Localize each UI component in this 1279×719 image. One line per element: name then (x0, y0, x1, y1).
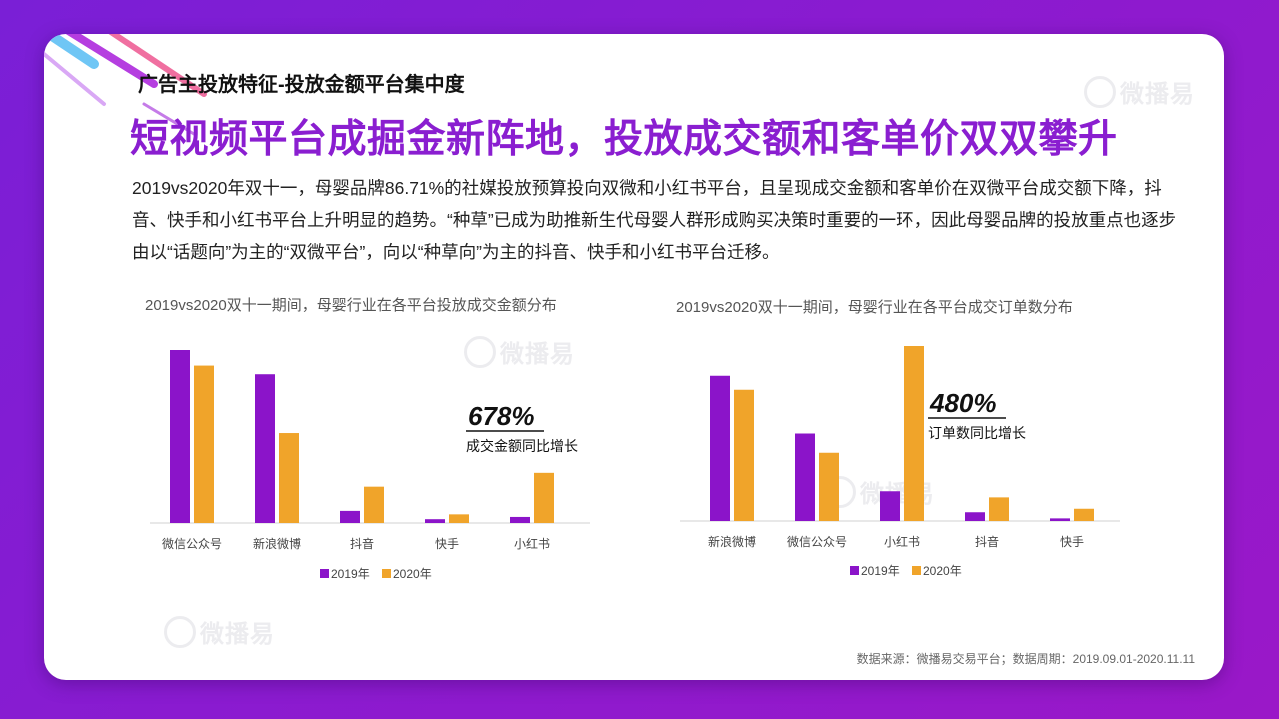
bar-2020-0 (734, 389, 754, 521)
page-title: 短视频平台成掘金新阵地，投放成交额和客单价双双攀升 (130, 118, 1118, 161)
x-tick-label: 快手 (435, 537, 459, 551)
chart-amount: 微信公众号 新浪微博 抖音 快手 小红书 678% 成交金额同比增长 2019年 2020年 (150, 350, 590, 581)
x-tick-label: 小红书 (514, 536, 550, 551)
bar-2020-4 (1074, 508, 1094, 521)
bar-2020-3 (449, 514, 469, 523)
legend-swatch (320, 569, 329, 578)
bar-2019-4 (510, 516, 530, 523)
body-paragraph: 2019vs2020年双十一，母婴品牌86.71%的社媒投放预算投向双微和小红书… (132, 178, 1177, 262)
bar-2020-0 (194, 365, 214, 523)
x-tick-label: 抖音 (350, 536, 374, 551)
x-tick-label: 微信公众号 (162, 537, 222, 551)
annotation-value: 480% (929, 388, 997, 418)
legend-label: 2020年 (393, 567, 432, 581)
x-tick-label: 新浪微博 (253, 536, 301, 551)
bar-2020-3 (989, 497, 1009, 521)
bar-2019-0 (710, 375, 730, 521)
bar-2019-1 (255, 374, 275, 523)
bar-2020-1 (819, 452, 839, 521)
bar-2019-2 (340, 510, 360, 523)
annotation-value: 678% (468, 401, 535, 431)
data-source-note: 数据来源：微播易交易平台；数据周期：2019.09.01-2020.11.11 (856, 652, 1195, 666)
annotation-label: 订单数同比增长 (928, 425, 1026, 441)
bar-2019-3 (965, 512, 985, 521)
annotation-label: 成交金额同比增长 (466, 438, 578, 454)
bar-2019-0 (170, 350, 190, 523)
legend-swatch (912, 566, 921, 575)
watermark-icon (164, 615, 196, 648)
bar-2020-2 (904, 346, 924, 521)
legend-label: 2019年 (861, 564, 900, 578)
legend-label: 2020年 (923, 564, 962, 578)
legend-swatch (850, 566, 859, 575)
chart-title-right: 2019vs2020双十一期间，母婴行业在各平台成交订单数分布 (676, 299, 1073, 316)
bar-2019-3 (425, 519, 445, 523)
bar-2019-2 (880, 491, 900, 521)
chart-orders: 新浪微博 微信公众号 小红书 抖音 快手 480% 订单数同比增长 2019年 2020年 (680, 346, 1120, 578)
x-tick-label: 微信公众号 (787, 535, 847, 549)
legend-label: 2019年 (331, 567, 370, 581)
watermark-text: 微播易 (1120, 81, 1195, 108)
watermark: 微播易 (1084, 74, 1195, 109)
x-tick-label: 抖音 (975, 534, 999, 549)
x-tick-label: 小红书 (884, 534, 920, 549)
bar-2020-4 (534, 472, 554, 523)
bar-2019-1 (795, 433, 815, 521)
watermark-text: 微播易 (200, 621, 275, 648)
watermark: 微播易 (164, 614, 275, 649)
x-tick-label: 快手 (1060, 535, 1084, 549)
x-tick-label: 新浪微博 (708, 534, 756, 549)
legend-swatch (382, 569, 391, 578)
bar-2019-4 (1050, 518, 1070, 521)
bar-2020-1 (279, 433, 299, 523)
bar-2020-2 (364, 486, 384, 523)
chart-title-left: 2019vs2020双十一期间，母婴行业在各平台投放成交金额分布 (145, 297, 557, 314)
section-label: 广告主投放特征-投放金额平台集中度 (138, 74, 465, 96)
watermark-icon (1084, 75, 1116, 108)
